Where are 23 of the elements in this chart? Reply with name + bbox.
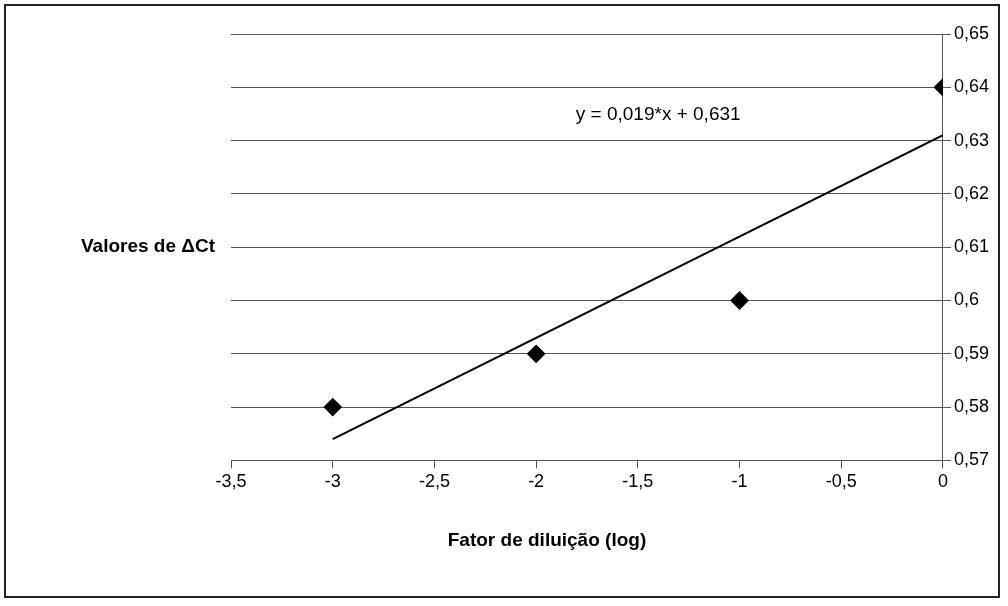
x-tick-label: -2,5 [418,471,450,492]
y-tick-label: 0,6 [953,289,979,310]
y-tick-label: 0,65 [953,22,990,43]
y-tick-label: 0,58 [953,396,990,417]
y-axis-title: Valores de ΔCt [80,235,216,257]
x-tick-label: -0,5 [825,471,857,492]
y-tick-label: 0,64 [953,76,990,97]
x-tick-label: -3,5 [215,471,247,492]
point [323,398,342,417]
y-tick-label: 0,62 [953,182,990,203]
point [730,291,749,310]
y-tick-label: 0,59 [953,342,990,363]
annotation: y = 0,019*x + 0,631 [575,103,741,125]
x-tick-label: -1,5 [622,471,654,492]
point [527,344,546,363]
y-tick-label: 0,57 [953,449,990,470]
y-tick-label: 0,61 [953,236,990,257]
x-tick-label: 0 [937,471,948,492]
y-tick-label: 0,63 [953,129,990,150]
x-tick-label: -2 [528,471,545,492]
x-axis-title: Fator de diluição (log) [447,528,647,550]
x-tick-label: -3 [324,471,341,492]
x-tick-label: -1 [731,471,748,492]
